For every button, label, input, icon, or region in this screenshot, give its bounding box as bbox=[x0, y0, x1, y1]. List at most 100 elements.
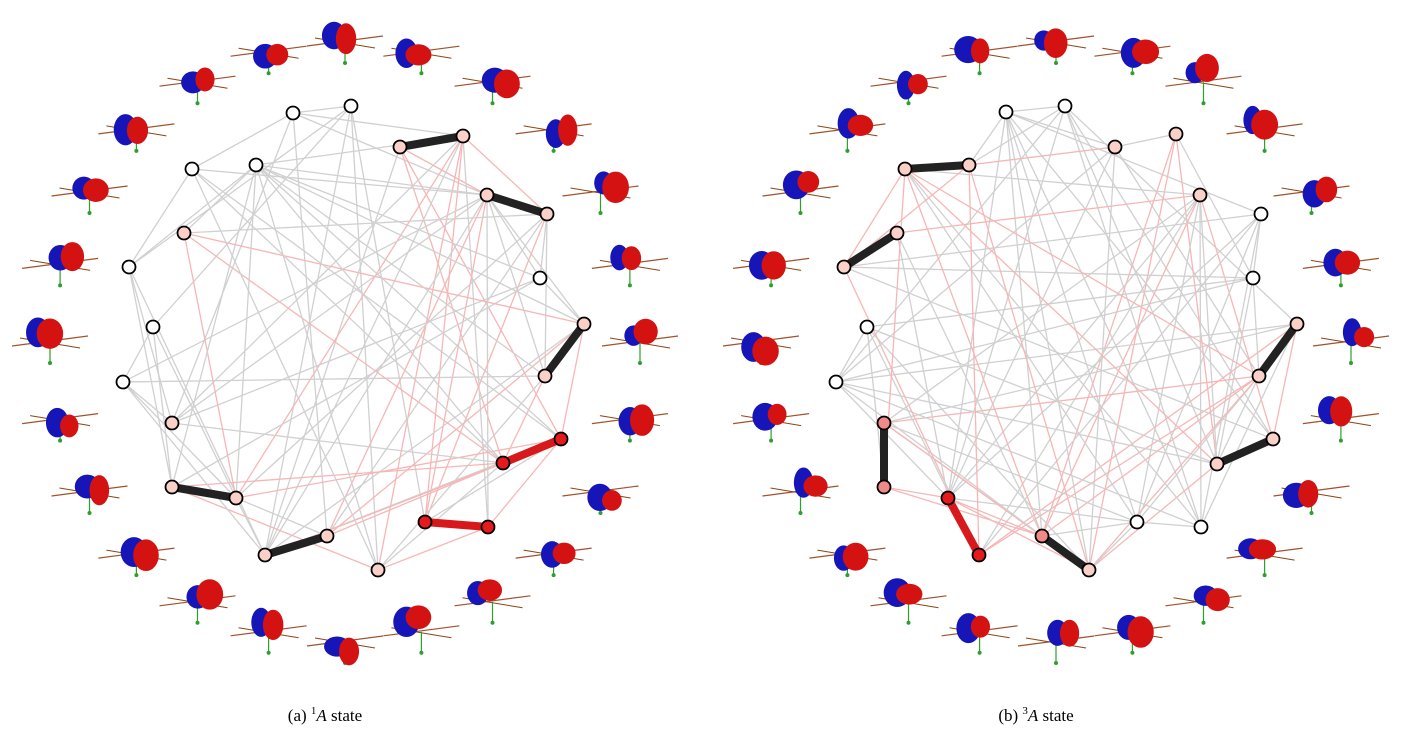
node bbox=[1247, 272, 1260, 285]
orbital bbox=[602, 319, 678, 365]
atom bbox=[1263, 149, 1267, 153]
lobe bbox=[971, 38, 989, 63]
lobe bbox=[971, 616, 990, 638]
orbital bbox=[871, 71, 947, 105]
edge bbox=[1006, 112, 1115, 147]
node bbox=[1211, 458, 1224, 471]
edge bbox=[129, 165, 256, 267]
orbital bbox=[563, 484, 639, 515]
lobe bbox=[843, 543, 869, 571]
edge bbox=[1006, 112, 1261, 214]
strong-edge bbox=[487, 195, 547, 214]
lobe bbox=[1060, 620, 1079, 647]
edge bbox=[1253, 278, 1259, 376]
node bbox=[1194, 189, 1207, 202]
atom bbox=[599, 511, 603, 515]
atom bbox=[1130, 71, 1134, 75]
orbital bbox=[871, 578, 947, 625]
lobe bbox=[1335, 251, 1360, 275]
edge bbox=[129, 169, 192, 267]
orbital bbox=[307, 636, 383, 665]
edge bbox=[172, 423, 503, 463]
edge bbox=[378, 527, 488, 570]
orbital bbox=[733, 403, 809, 443]
atom bbox=[1310, 211, 1314, 215]
edge bbox=[969, 112, 1006, 165]
atom bbox=[799, 211, 803, 215]
orbital bbox=[52, 475, 128, 515]
atom bbox=[628, 283, 632, 287]
node bbox=[534, 272, 547, 285]
lobe bbox=[83, 178, 109, 202]
atom bbox=[491, 101, 495, 105]
edge bbox=[123, 382, 236, 498]
atom bbox=[58, 439, 62, 443]
atom bbox=[419, 71, 423, 75]
orbital bbox=[723, 332, 799, 365]
atom bbox=[196, 621, 200, 625]
edge bbox=[1089, 522, 1137, 570]
atom bbox=[638, 361, 642, 365]
node bbox=[287, 107, 300, 120]
edge bbox=[1115, 134, 1176, 147]
edge bbox=[192, 169, 378, 570]
edge bbox=[1137, 214, 1261, 522]
orbital bbox=[1227, 106, 1303, 153]
edge bbox=[867, 278, 1253, 327]
edge bbox=[836, 324, 1297, 382]
node bbox=[1170, 128, 1183, 141]
lobe bbox=[848, 115, 873, 136]
lobe bbox=[1354, 327, 1374, 347]
edge bbox=[1006, 112, 1137, 522]
node bbox=[891, 227, 904, 240]
atom bbox=[196, 101, 200, 105]
atom bbox=[419, 651, 423, 655]
lobe bbox=[1044, 28, 1068, 58]
lobe bbox=[266, 44, 288, 66]
orbital bbox=[563, 171, 639, 215]
node bbox=[1253, 370, 1266, 383]
lobe bbox=[1132, 40, 1159, 64]
edge bbox=[192, 113, 293, 169]
edge bbox=[836, 327, 867, 382]
atom bbox=[845, 149, 849, 153]
edge bbox=[844, 169, 905, 267]
atom bbox=[599, 211, 603, 215]
orbitals bbox=[12, 22, 1389, 666]
orbital bbox=[942, 613, 1018, 655]
caption-symbol: A bbox=[1027, 706, 1039, 725]
node bbox=[1291, 318, 1304, 331]
edge bbox=[351, 106, 378, 570]
lobe bbox=[1298, 480, 1318, 508]
strong-edge bbox=[905, 165, 969, 169]
edge bbox=[836, 382, 948, 498]
atom bbox=[1339, 439, 1343, 443]
node bbox=[147, 321, 160, 334]
orbital bbox=[592, 404, 668, 442]
node bbox=[541, 208, 554, 221]
atom bbox=[978, 71, 982, 75]
node bbox=[1195, 521, 1208, 534]
orbital bbox=[809, 108, 885, 153]
edge bbox=[192, 169, 487, 195]
orbital bbox=[160, 579, 236, 625]
atom bbox=[88, 511, 92, 515]
lobe bbox=[630, 404, 654, 436]
atom bbox=[134, 149, 138, 153]
node bbox=[259, 549, 272, 562]
caption-a: (a) 1A state bbox=[288, 705, 362, 725]
orbital bbox=[22, 408, 98, 443]
orbital bbox=[763, 170, 839, 215]
node bbox=[878, 417, 891, 430]
atom bbox=[628, 439, 632, 443]
node bbox=[481, 189, 494, 202]
lobe bbox=[1251, 110, 1278, 140]
atom bbox=[1054, 61, 1058, 65]
node bbox=[1083, 564, 1096, 577]
orbital bbox=[1313, 318, 1389, 365]
lobe bbox=[195, 67, 214, 91]
atom bbox=[134, 573, 138, 577]
strong-edge bbox=[425, 522, 488, 527]
node bbox=[166, 481, 179, 494]
orbital bbox=[1018, 28, 1094, 65]
